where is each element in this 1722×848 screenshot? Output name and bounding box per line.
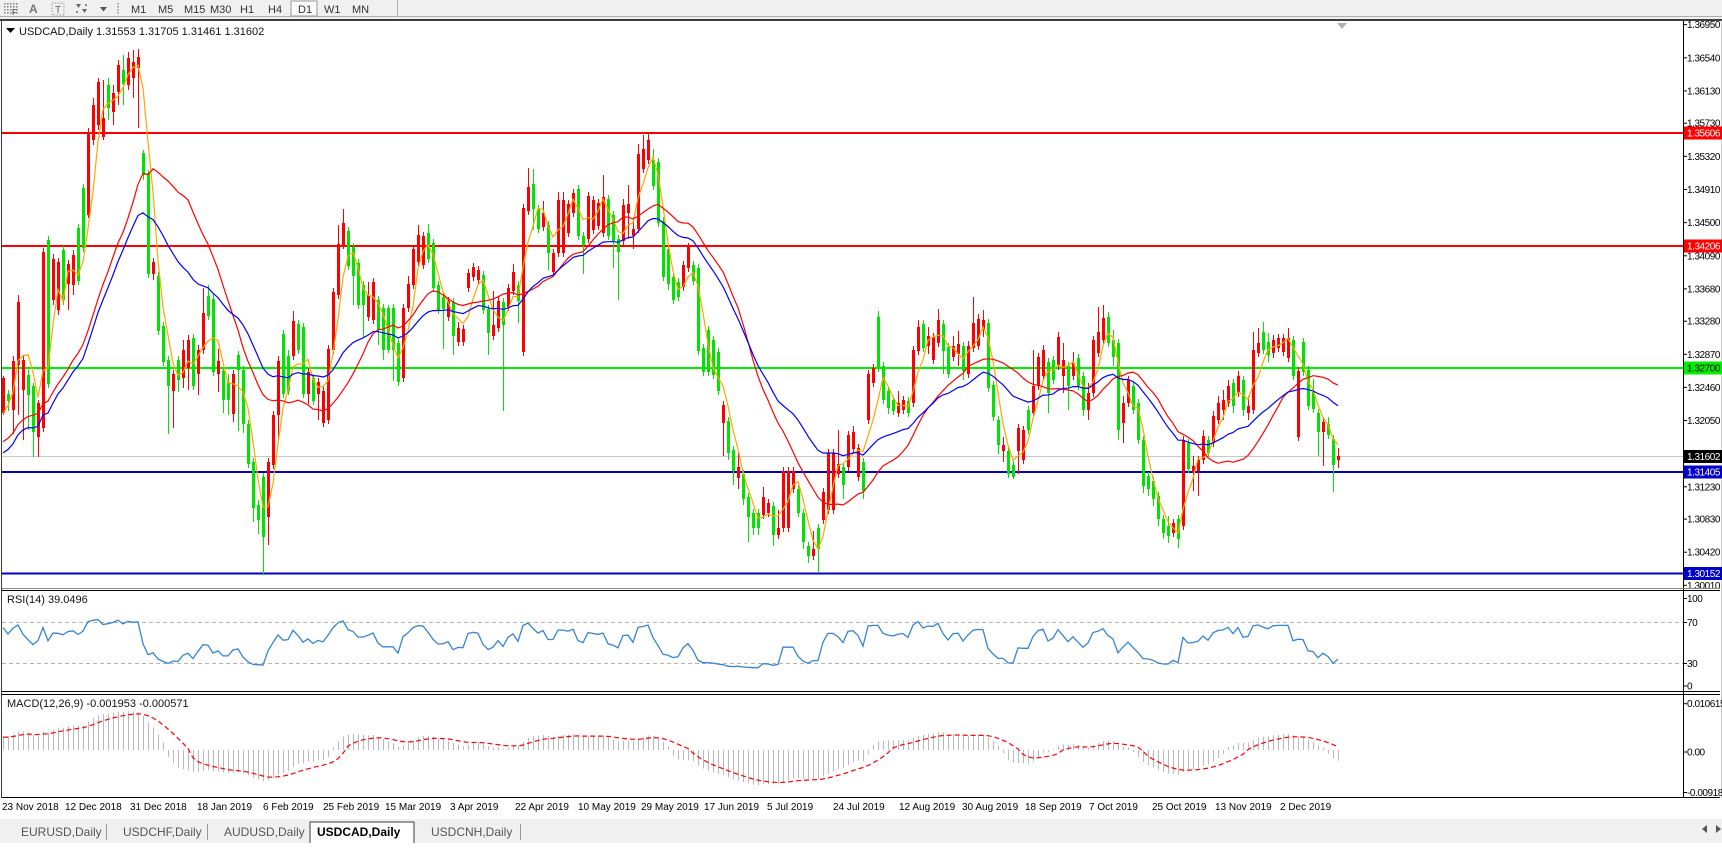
svg-text:1.36540: 1.36540 xyxy=(1687,53,1721,64)
svg-text:1.34910: 1.34910 xyxy=(1687,185,1721,196)
svg-text:H4: H4 xyxy=(268,4,282,16)
svg-text:7 Oct 2019: 7 Oct 2019 xyxy=(1089,802,1138,813)
svg-text:12 Dec 2018: 12 Dec 2018 xyxy=(65,802,122,813)
svg-text:1.36130: 1.36130 xyxy=(1687,86,1721,97)
svg-text:6 Feb 2019: 6 Feb 2019 xyxy=(263,802,314,813)
svg-text:USDCAD,Daily: USDCAD,Daily xyxy=(317,825,401,839)
svg-text:15 Mar 2019: 15 Mar 2019 xyxy=(385,802,442,813)
svg-text:M5: M5 xyxy=(158,4,173,16)
svg-text:100: 100 xyxy=(1687,594,1703,605)
svg-text:USDCHF,Daily: USDCHF,Daily xyxy=(123,825,202,839)
svg-text:1.32700: 1.32700 xyxy=(1687,364,1721,375)
svg-text:RSI(14) 39.0496: RSI(14) 39.0496 xyxy=(7,594,88,606)
svg-text:1.35320: 1.35320 xyxy=(1687,152,1721,163)
svg-text:1.30152: 1.30152 xyxy=(1687,569,1721,580)
svg-text:70: 70 xyxy=(1687,618,1698,629)
svg-text:30 Aug 2019: 30 Aug 2019 xyxy=(962,802,1019,813)
svg-text:0: 0 xyxy=(1687,682,1693,693)
svg-text:M15: M15 xyxy=(184,4,205,16)
svg-text:23 Nov 2018: 23 Nov 2018 xyxy=(2,802,59,813)
svg-text:13 Nov 2019: 13 Nov 2019 xyxy=(1215,802,1272,813)
svg-text:0.00: 0.00 xyxy=(1687,748,1706,759)
svg-text:1.30420: 1.30420 xyxy=(1687,548,1721,559)
svg-text:3 Apr 2019: 3 Apr 2019 xyxy=(450,802,499,813)
svg-text:17 Jun 2019: 17 Jun 2019 xyxy=(704,802,759,813)
svg-text:MACD(12,26,9) -0.001953 -0.000: MACD(12,26,9) -0.001953 -0.000571 xyxy=(7,698,189,710)
svg-text:M30: M30 xyxy=(210,4,231,16)
svg-text:1.34500: 1.34500 xyxy=(1687,218,1721,229)
svg-text:18 Sep 2019: 18 Sep 2019 xyxy=(1025,802,1082,813)
svg-text:1.35606: 1.35606 xyxy=(1687,129,1721,140)
svg-text:29 May 2019: 29 May 2019 xyxy=(641,802,699,813)
svg-text:H1: H1 xyxy=(240,4,254,16)
svg-text:-0.00918: -0.00918 xyxy=(1687,788,1722,799)
svg-text:25 Feb 2019: 25 Feb 2019 xyxy=(323,802,380,813)
svg-text:1.32870: 1.32870 xyxy=(1687,350,1721,361)
svg-text:5 Jul 2019: 5 Jul 2019 xyxy=(767,802,814,813)
svg-text:T: T xyxy=(55,5,61,16)
svg-text:USDCAD,Daily 1.31553 1.31705: USDCAD,Daily 1.31553 1.31705 1.31461 1.3… xyxy=(19,26,264,38)
svg-text:2 Dec 2019: 2 Dec 2019 xyxy=(1280,802,1332,813)
svg-text:AUDUSD,Daily: AUDUSD,Daily xyxy=(224,825,305,839)
svg-text:A: A xyxy=(29,2,38,16)
svg-text:1.32050: 1.32050 xyxy=(1687,416,1721,427)
svg-text:1.30830: 1.30830 xyxy=(1687,515,1721,526)
svg-text:1.32460: 1.32460 xyxy=(1687,383,1721,394)
svg-text:24 Jul 2019: 24 Jul 2019 xyxy=(833,802,885,813)
svg-text:1.33280: 1.33280 xyxy=(1687,317,1721,328)
svg-text:USDCNH,Daily: USDCNH,Daily xyxy=(431,825,512,839)
svg-text:D1: D1 xyxy=(298,4,312,16)
svg-text:M1: M1 xyxy=(131,4,146,16)
svg-text:1.31602: 1.31602 xyxy=(1687,452,1721,463)
svg-text:1.34090: 1.34090 xyxy=(1687,251,1721,262)
svg-text:10 May 2019: 10 May 2019 xyxy=(578,802,636,813)
svg-text:1.35730: 1.35730 xyxy=(1687,119,1721,130)
svg-text:EURUSD,Daily: EURUSD,Daily xyxy=(21,825,102,839)
svg-text:1.30010: 1.30010 xyxy=(1687,581,1721,592)
svg-text:18 Jan 2019: 18 Jan 2019 xyxy=(197,802,252,813)
svg-text:22 Apr 2019: 22 Apr 2019 xyxy=(515,802,569,813)
svg-text:1.31405: 1.31405 xyxy=(1687,468,1721,479)
svg-text:1.33680: 1.33680 xyxy=(1687,284,1721,295)
svg-text:25 Oct 2019: 25 Oct 2019 xyxy=(1152,802,1207,813)
svg-text:30: 30 xyxy=(1687,659,1698,670)
svg-text:12 Aug 2019: 12 Aug 2019 xyxy=(899,802,956,813)
svg-text:1.36950: 1.36950 xyxy=(1687,20,1721,31)
svg-text:1.34206: 1.34206 xyxy=(1687,242,1721,253)
svg-text:0.010615: 0.010615 xyxy=(1687,699,1722,710)
svg-text:1.31230: 1.31230 xyxy=(1687,482,1721,493)
svg-text:W1: W1 xyxy=(324,4,341,16)
svg-text:MN: MN xyxy=(352,4,369,16)
svg-text:F: F xyxy=(12,8,17,17)
svg-text:31 Dec 2018: 31 Dec 2018 xyxy=(130,802,187,813)
